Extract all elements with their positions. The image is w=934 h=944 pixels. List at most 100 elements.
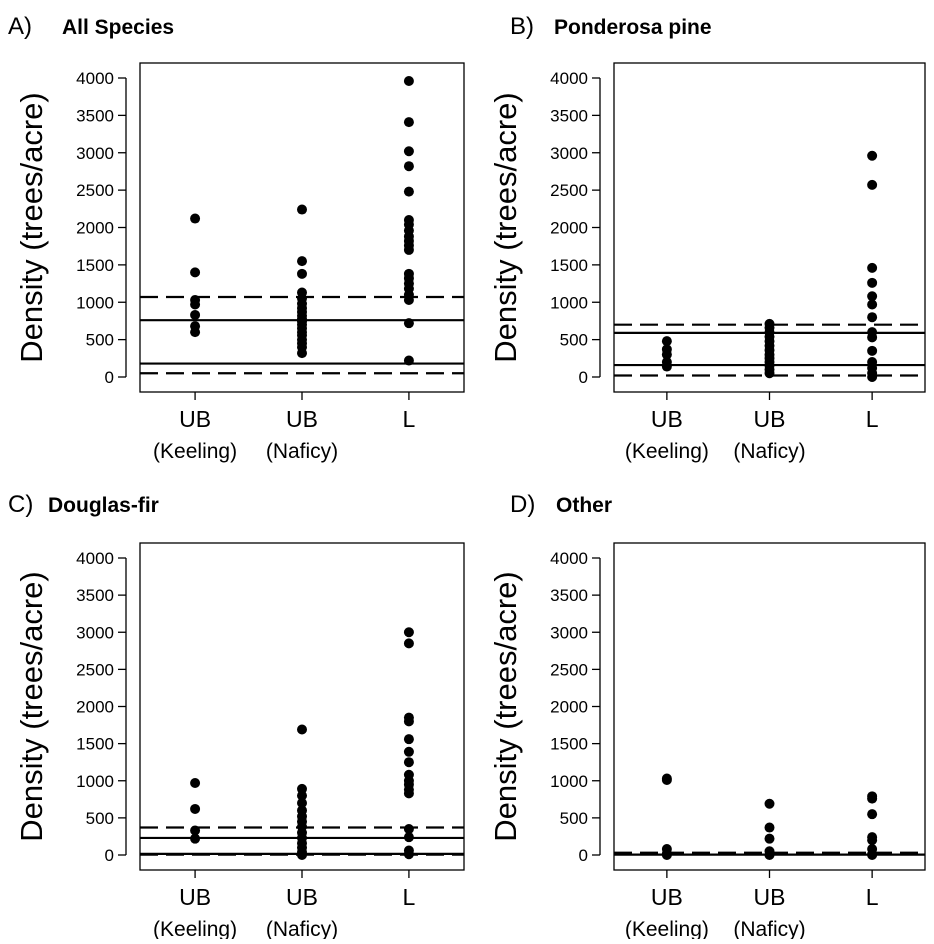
data-point [297,798,307,809]
y-tick-label: 2500 [76,181,114,200]
data-point [867,372,878,382]
data-point [403,788,414,799]
data-point [403,716,414,727]
panel-letter: A) [8,13,32,40]
y-tick-label: 2500 [550,181,588,200]
data-point [190,777,201,788]
data-point [867,312,878,323]
x-tick-label: UB [286,884,318,910]
data-point [867,835,878,846]
data-point [661,336,672,347]
x-tick-label: UB [651,406,683,432]
chart-title: Ponderosa pine [554,16,712,39]
y-tick-label: 4000 [550,549,588,568]
data-point [867,299,878,310]
data-point [403,734,414,745]
y-tick-label: 1500 [76,735,114,754]
data-point [190,825,201,836]
data-point [764,798,775,809]
data-point [190,803,201,814]
y-tick-label: 2500 [550,660,588,679]
y-tick-label: 3000 [550,144,588,163]
data-point [764,822,775,833]
y-axis-title: Density (trees/acre) [14,92,49,362]
y-tick-label: 1000 [76,772,114,791]
data-point [403,318,414,329]
data-point [403,244,414,255]
data-point [661,361,672,372]
data-point [867,150,878,161]
x-tick-label: UB [179,406,211,432]
data-point [403,849,414,860]
panel-letter: D) [510,491,535,518]
data-point [403,295,414,306]
x-tick-sublabel: (Naficy) [733,440,805,463]
data-point [661,349,672,360]
y-tick-label: 1000 [550,772,588,791]
x-tick-sublabel: (Keeling) [153,918,237,939]
data-point [190,213,201,224]
data-point [403,638,414,649]
data-point [867,850,878,860]
x-tick-label: UB [179,884,211,910]
data-point [403,627,414,638]
plot-frame [613,542,926,871]
y-tick-label: 1500 [550,256,588,275]
y-tick-label: 500 [86,809,114,828]
x-tick-sublabel: (Keeling) [625,440,709,463]
y-tick-label: 2500 [76,660,114,679]
x-tick-sublabel: (Naficy) [266,918,338,939]
y-tick-label: 4000 [550,69,588,88]
x-tick-sublabel: (Keeling) [153,440,237,463]
x-tick-label: UB [651,884,683,910]
data-point [867,262,878,273]
y-tick-label: 4000 [76,69,114,88]
y-tick-label: 2000 [550,219,588,238]
chart-panel-1: A) All Species 0 500 1000 1500 2000 2500 3000 350… [8,13,465,463]
panel-letter: C) [8,491,33,518]
data-point [867,793,878,804]
data-point [297,724,307,735]
x-tick-sublabel: (Naficy) [266,440,338,463]
data-point [190,299,201,310]
y-tick-label: 0 [105,368,114,387]
x-tick-label: UB [286,406,318,432]
x-tick-label: L [403,884,416,910]
x-tick-label: L [403,406,416,432]
data-point [764,850,775,860]
y-tick-label: 2000 [550,698,588,717]
data-point [297,850,307,860]
data-point [403,161,414,172]
data-point [867,179,878,190]
data-point [403,146,414,157]
y-tick-label: 0 [579,846,588,865]
data-point [403,75,414,86]
y-tick-label: 1500 [550,735,588,754]
y-tick-label: 2000 [76,698,114,717]
data-point [297,790,307,801]
y-tick-label: 3500 [550,106,588,125]
x-tick-label: UB [754,406,786,432]
y-tick-label: 500 [86,331,114,350]
data-point [403,186,414,197]
y-tick-label: 4000 [76,549,114,568]
y-tick-label: 3000 [76,623,114,642]
y-tick-label: 3500 [76,106,114,125]
data-point [190,267,201,278]
data-point [297,204,307,215]
data-point [867,809,878,820]
y-tick-label: 0 [579,368,588,387]
data-point [764,833,775,844]
data-point [403,355,414,366]
y-tick-label: 3500 [550,586,588,605]
data-point [661,850,672,860]
panel-letter: B) [510,13,534,40]
data-point [190,833,201,844]
chart-panel-4: D) Other 0 500 1000 1500 2000 2500 3000 3500 4000 D… [488,491,926,941]
chart-title: All Species [62,16,174,39]
y-tick-label: 1000 [76,293,114,312]
data-point [403,746,414,757]
data-point [403,824,414,835]
chart-title: Other [556,494,612,517]
